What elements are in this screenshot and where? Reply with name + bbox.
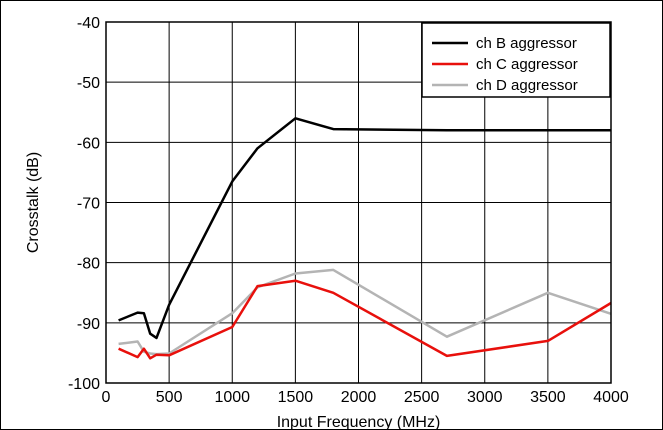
series-lines	[118, 117, 612, 360]
y-tick-labels: -40 -50 -60 -70 -80 -90 -100	[68, 15, 100, 393]
legend-entry: ch D aggressor	[476, 77, 578, 94]
y-axis-label: Crosstalk (dB)	[25, 152, 42, 253]
x-tick-label: 4000	[593, 389, 629, 406]
series-line	[118, 268, 612, 356]
legend-entry: ch C aggressor	[476, 56, 578, 73]
legend: ch B aggressor ch C aggressor ch D aggress…	[421, 22, 611, 98]
x-tick-label: 2000	[341, 389, 377, 406]
x-tick-labels: 0 500 1000 1500 2000 2500 3000 3500 4000	[102, 389, 629, 406]
x-tick-label: 500	[156, 389, 183, 406]
x-tick-label: 0	[102, 389, 111, 406]
series-line	[118, 117, 611, 340]
x-tick-label: 1500	[278, 389, 314, 406]
y-tick-label: -50	[77, 75, 100, 92]
y-tick-label: -80	[77, 256, 100, 273]
y-tick-label: -60	[77, 135, 100, 152]
x-tick-label: 1000	[214, 389, 250, 406]
x-tick-label: 3500	[530, 389, 566, 406]
x-tick-label: 3000	[467, 389, 503, 406]
x-tick-label: 2500	[404, 389, 440, 406]
y-tick-label: -100	[68, 376, 100, 393]
x-axis-label: Input Frequency (MHz)	[277, 414, 441, 430]
y-tick-label: -70	[77, 196, 100, 213]
plot-area-border	[105, 21, 612, 384]
series-line	[118, 279, 612, 360]
legend-entry: ch B aggressor	[476, 35, 577, 52]
y-tick-label: -40	[77, 15, 100, 32]
y-tick-label: -90	[77, 316, 100, 333]
